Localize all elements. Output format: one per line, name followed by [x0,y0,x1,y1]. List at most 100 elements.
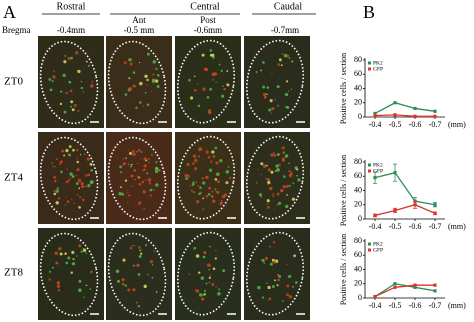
cell [72,148,75,152]
cell [209,274,212,277]
cell [55,158,58,161]
cell [132,264,135,267]
cell [83,296,85,298]
cell [53,192,57,196]
cell [202,293,205,296]
cell [61,149,64,153]
cell [134,178,136,181]
cell [267,285,271,290]
cell [294,281,298,284]
cell [136,162,139,165]
legend-label: PK2 [373,241,383,247]
cell [123,162,126,165]
cell [75,255,78,257]
cell [146,52,150,56]
cell [201,297,205,301]
cell [282,185,286,189]
y-tick-label: 60 [354,69,362,78]
cell [55,261,59,265]
cell [210,160,213,163]
cell [131,150,135,153]
cell [263,262,266,264]
cell [127,191,129,194]
cell [120,171,123,174]
point [433,109,437,113]
cell [280,64,283,67]
cell [76,174,78,177]
y-tick-label: 20 [354,279,362,288]
cell [276,85,280,89]
y-tick-label: 40 [354,185,362,194]
cell [257,168,259,171]
cell [127,288,131,292]
cell [65,196,67,198]
cell [198,293,203,297]
cell [60,170,63,174]
cell [155,290,158,293]
cell [137,149,141,152]
nucleus-outline [246,231,305,316]
cell [147,178,152,182]
cell [138,246,141,249]
cell [197,185,200,187]
cell [132,152,136,156]
point [433,211,437,215]
point [373,111,377,116]
cell [144,179,146,181]
cell [78,206,81,209]
point [393,171,397,175]
cell [127,149,129,151]
cell [87,64,90,67]
cell [115,269,120,274]
cell [121,282,125,286]
x-axis-label: (mm) [448,120,466,129]
cell [282,157,284,159]
cell [192,154,197,158]
cell [132,84,136,88]
cell [49,270,52,273]
cell [214,146,218,150]
cell [275,164,279,168]
cell [76,160,79,164]
cell [122,158,125,160]
cell [271,107,275,111]
cell [269,99,273,103]
nucleus-outline [246,39,305,124]
cell [216,180,220,184]
cell [72,258,75,261]
cell [266,93,268,95]
cell [122,164,124,167]
cell [90,180,94,184]
cell [131,185,134,188]
x-tick-label: -0.5 [389,120,402,129]
legend-swatch [368,61,371,65]
series-line [374,102,436,115]
cell [268,108,272,112]
cell [258,193,262,197]
cell [223,87,226,91]
region-label: Central [190,1,220,12]
cell [124,179,128,182]
cell [155,161,158,164]
cell [136,263,140,267]
row-label: ZT0 [4,76,23,88]
cell [263,164,267,168]
cell [54,166,56,168]
cell [91,81,94,83]
cell [57,197,60,200]
cell [286,284,290,288]
cell [151,263,154,266]
cell [70,56,73,60]
cell [272,260,276,264]
y-tick-label: 20 [354,200,362,209]
cell [124,284,127,287]
cell [55,189,59,193]
cell [152,73,155,76]
cell [208,281,211,284]
cell [73,202,75,204]
cell [198,147,203,151]
cell [210,194,214,198]
cell [189,96,194,100]
cell [138,182,142,186]
x-tick-label: -0.7 [429,120,442,129]
